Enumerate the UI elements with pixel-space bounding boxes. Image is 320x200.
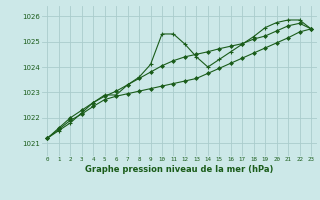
X-axis label: Graphe pression niveau de la mer (hPa): Graphe pression niveau de la mer (hPa) — [85, 165, 273, 174]
